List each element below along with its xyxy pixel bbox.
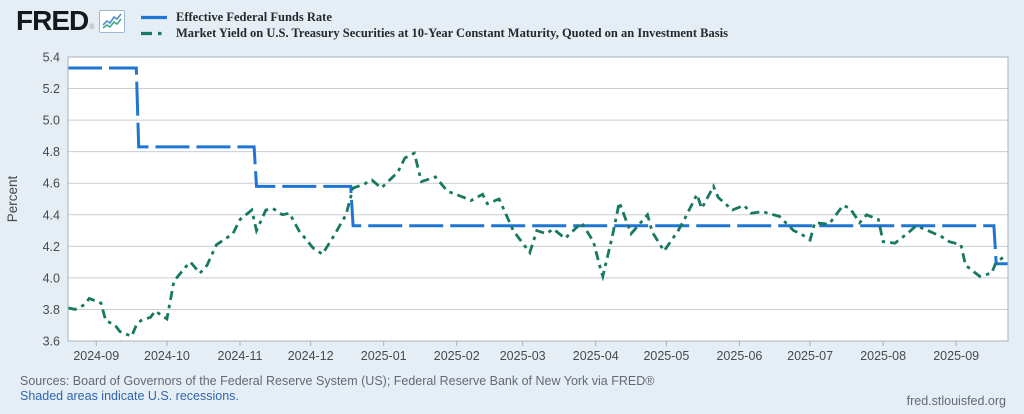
- fred-logo-text: FRED: [16, 5, 89, 36]
- x-tick-label: 2025-01: [361, 349, 407, 363]
- x-tick-label: 2025-05: [643, 349, 689, 363]
- plot-border: [67, 56, 1009, 342]
- y-tick-label: 4.8: [43, 145, 60, 159]
- y-axis-title: Percent: [5, 175, 20, 222]
- effr-line-swatch: [141, 15, 167, 19]
- legend-label-effr: Effective Federal Funds Rate: [176, 9, 332, 24]
- rate-chart-svg[interactable]: 3.6 3.8 4.0 4.2 4.4 4.6 4.8 5.0 5.2 5.4 2024-09 202…: [0, 0, 1024, 372]
- x-tick-label: 2025-04: [573, 349, 619, 363]
- fred-logo: FRED ®: [16, 5, 126, 36]
- x-tick-label: 2025-09: [933, 349, 979, 363]
- y-tick-label: 4.4: [43, 208, 60, 222]
- y-tick-label: 3.6: [43, 335, 60, 349]
- x-tick-label: 2025-06: [716, 349, 762, 363]
- y-tick-label: 4.6: [43, 177, 60, 191]
- y-tick-label: 5.0: [43, 114, 60, 128]
- plot-background: [68, 57, 1008, 341]
- registered-mark: ®: [89, 24, 95, 31]
- legend-item-effr: Effective Federal Funds Rate: [140, 9, 728, 25]
- x-tick-label: 2025-07: [787, 349, 833, 363]
- y-tick-label: 5.4: [43, 51, 60, 65]
- y-tick-label: 5.2: [43, 82, 60, 96]
- x-tick-label: 2024-10: [144, 349, 190, 363]
- x-tick-label: 2024-09: [73, 349, 119, 363]
- y-tick-label: 3.8: [43, 303, 60, 317]
- legend-item-treasury: Market Yield on U.S. Treasury Securities…: [140, 25, 728, 41]
- chart-area[interactable]: 3.6 3.8 4.0 4.2 4.4 4.6 4.8 5.0 5.2 5.4 2024-09 202…: [0, 0, 1024, 377]
- y-tick-label: 4.0: [43, 271, 60, 285]
- legend: Effective Federal Funds Rate Market Yiel…: [140, 9, 728, 41]
- effr-line: [68, 66, 1008, 266]
- fred-sparkline-icon: [99, 10, 126, 33]
- treasury-line: [67, 151, 1007, 339]
- recessions-link[interactable]: Shaded areas indicate U.S. recessions.: [20, 389, 239, 403]
- sources-text: Sources: Board of Governors of the Feder…: [20, 374, 655, 388]
- fred-site-url[interactable]: fred.stlouisfed.org: [906, 394, 1006, 408]
- x-tick-label: 2025-03: [500, 349, 546, 363]
- x-tick-label: 2025-02: [434, 349, 480, 363]
- x-tick-label: 2024-12: [288, 349, 334, 363]
- legend-label-treasury: Market Yield on U.S. Treasury Securities…: [176, 25, 728, 40]
- x-tick-label: 2024-11: [218, 349, 263, 363]
- treasury-line-swatch: [141, 31, 167, 35]
- y-tick-label: 4.2: [43, 240, 60, 254]
- footer: Sources: Board of Governors of the Feder…: [0, 372, 1024, 414]
- x-tick-label: 2025-08: [860, 349, 906, 363]
